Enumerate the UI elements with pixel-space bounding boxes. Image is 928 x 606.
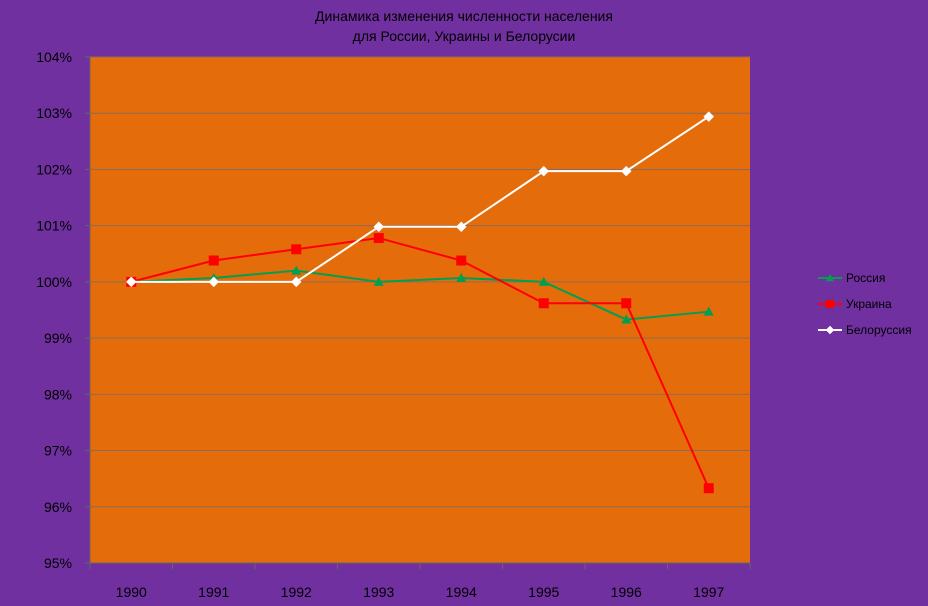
y-tick-label: 102% — [36, 161, 72, 177]
x-tick-label: 1994 — [446, 584, 477, 600]
series-line — [130, 237, 710, 489]
series-line — [131, 115, 710, 283]
x-tick-label: 1992 — [281, 584, 312, 600]
legend-label: Белоруссия — [846, 323, 912, 337]
data-point — [373, 221, 385, 233]
legend-swatch-marker — [826, 300, 834, 308]
data-point — [208, 255, 219, 266]
data-point — [538, 276, 549, 286]
data-point — [620, 165, 632, 177]
y-tick-label: 95% — [44, 555, 72, 571]
x-tick-label: 1991 — [198, 584, 229, 600]
legend-swatch-marker — [826, 274, 834, 282]
y-tick-label: 103% — [36, 105, 72, 121]
legend-swatch-marker — [825, 325, 835, 335]
data-point — [373, 233, 384, 244]
data-point — [538, 165, 550, 177]
series-0 — [126, 265, 714, 324]
axes — [89, 57, 751, 569]
y-tick-label: 98% — [44, 386, 72, 402]
legend-item: Россия — [818, 271, 885, 285]
data-point — [125, 276, 137, 288]
data-point — [538, 298, 549, 309]
chart-title-line-1: Динамика изменения численности населения — [315, 8, 613, 24]
x-tick-label: 1995 — [528, 584, 559, 600]
y-tick-label: 99% — [44, 330, 72, 346]
y-axis-tick-labels: 95% 96% 97% 98% 99% 100% 101% 102% 103% 104% — [36, 49, 72, 571]
series-group — [125, 111, 715, 494]
series-line — [131, 269, 709, 321]
legend-label: Украина — [846, 297, 892, 311]
data-point — [703, 483, 714, 494]
y-tick-label: 101% — [36, 218, 72, 234]
legend-item: Украина — [818, 297, 892, 311]
data-point — [621, 298, 632, 309]
y-tick-label: 104% — [36, 49, 72, 65]
data-point — [208, 276, 220, 288]
plot-area — [90, 57, 750, 563]
data-point — [291, 244, 302, 255]
data-point — [703, 111, 715, 122]
data-point — [456, 255, 467, 266]
legend-label: Россия — [846, 271, 885, 285]
x-tick-label: 1990 — [116, 584, 147, 600]
chart-title-line-2: для России, Украины и Белорусии — [352, 28, 576, 44]
series-2 — [125, 111, 715, 288]
legend: Россия Украина Белоруссия — [818, 271, 912, 337]
x-tick-label: 1996 — [611, 584, 642, 600]
x-tick-label: 1993 — [363, 584, 394, 600]
x-tick-label: 1997 — [693, 584, 724, 600]
y-tick-label: 97% — [44, 443, 72, 459]
data-point — [373, 276, 384, 286]
data-point — [290, 276, 302, 288]
legend-item: Белоруссия — [818, 323, 912, 337]
chart-title: Динамика изменения численности населения… — [0, 6, 928, 46]
data-point — [291, 265, 302, 275]
x-axis-tick-labels: 1990 1991 1992 1993 1994 1995 1996 1997 — [116, 584, 725, 600]
data-point — [621, 314, 632, 324]
data-point — [456, 272, 467, 282]
data-point — [455, 221, 467, 233]
data-point — [703, 306, 714, 316]
y-tick-label: 96% — [44, 499, 72, 515]
y-tick-label: 100% — [36, 274, 72, 290]
